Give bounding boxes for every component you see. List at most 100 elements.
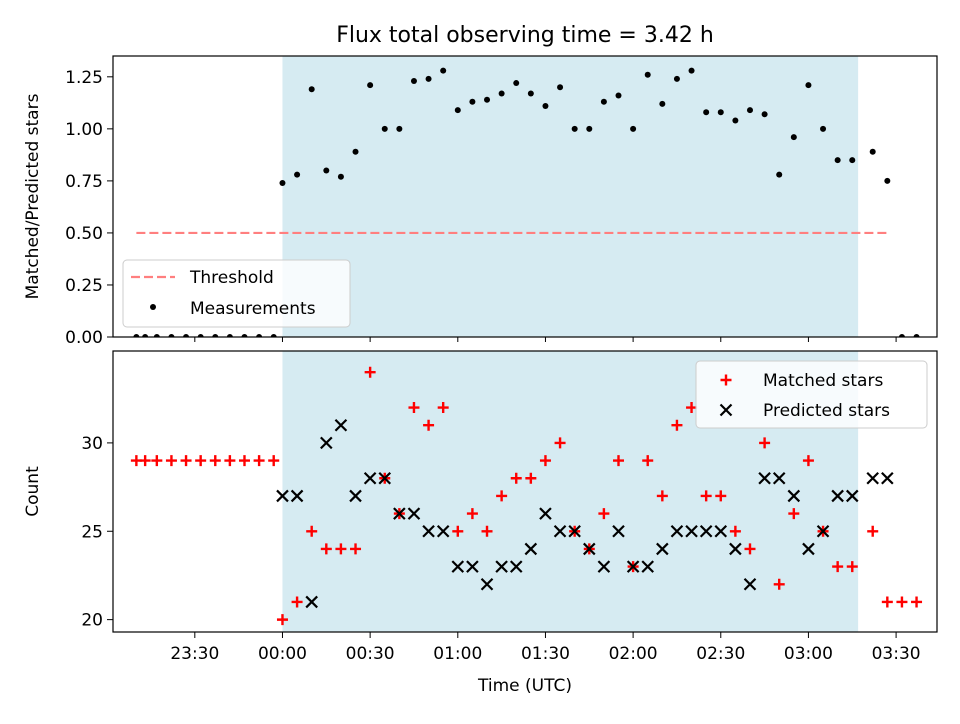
predicted-star-point [758, 471, 771, 485]
matched-star-point [744, 543, 756, 555]
predicted-star-point [553, 524, 567, 538]
legend-measurements-swatch [150, 304, 156, 310]
legend-measurements-label: Measurements [190, 299, 316, 319]
predicted-star-point [378, 471, 392, 485]
measurement-point [337, 173, 344, 180]
bottom-legend: Matched stars Predicted stars [695, 360, 928, 429]
predicted-star-point [276, 489, 289, 503]
top-legend-box [122, 259, 351, 328]
bottom-ytick-label: 20 [81, 611, 103, 631]
matched-star-point [335, 543, 347, 555]
predicted-star-point [524, 542, 538, 556]
matched-star-point [496, 490, 508, 502]
matched-star-point [452, 525, 464, 537]
matched-star-point [802, 455, 814, 467]
matched-star-point [481, 525, 493, 537]
measurement-point [168, 334, 175, 337]
matched-star-point [867, 525, 879, 537]
measurement-point [498, 90, 505, 97]
predicted-star-point [802, 542, 815, 556]
matched-star-point [165, 455, 177, 467]
predicted-star-point [699, 524, 713, 538]
measurement-point [913, 334, 920, 337]
legend-matched-swatch [720, 374, 732, 386]
matched-star-point [350, 543, 362, 555]
matched-star-point [224, 455, 236, 467]
matched-star-point [642, 455, 654, 467]
matched-star-point [911, 596, 923, 608]
measurement-point [542, 102, 549, 109]
predicted-star-point [597, 560, 611, 573]
measurement-point [805, 82, 812, 89]
measurement-point [659, 100, 666, 107]
top-plot-area [133, 56, 920, 337]
matched-star-point [759, 437, 771, 449]
top-ylabel: Matched/Predicted stars [23, 93, 43, 299]
top-legend: Threshold Measurements [122, 259, 351, 328]
predicted-star-point [583, 542, 596, 556]
predicted-star-point [495, 560, 508, 573]
matched-star-point [364, 366, 376, 378]
measurement-point [557, 84, 564, 91]
predicted-star-point [881, 471, 894, 485]
measurement-point [834, 157, 841, 164]
matched-star-point [656, 490, 668, 502]
matched-star-point [788, 508, 800, 520]
measurement-point [820, 125, 827, 132]
predicted-star-point [816, 524, 830, 538]
measurement-point [688, 67, 695, 74]
bottom-legend-box [695, 360, 928, 429]
measurement-point [367, 82, 374, 89]
measurement-point [241, 334, 248, 337]
bottom-xtick-label: 00:30 [346, 644, 395, 664]
predicted-star-point [363, 471, 377, 485]
bottom-ytick-label: 30 [81, 434, 103, 454]
predicted-star-point [509, 560, 523, 573]
measurement-point [153, 334, 160, 337]
legend-matched-label: Matched stars [763, 371, 883, 391]
bottom-xtick-label: 03:00 [784, 644, 833, 664]
measurement-point [898, 334, 905, 337]
predicted-star-point [422, 524, 435, 538]
measurement-point [586, 125, 593, 132]
matched-star-point [729, 525, 741, 537]
matched-star-point [613, 455, 625, 467]
measurement-point [425, 75, 432, 82]
measurement-point [410, 77, 417, 84]
measurement-point [484, 96, 491, 103]
measurement-point [527, 90, 534, 97]
top-ytick-label: 0.25 [65, 276, 103, 296]
matched-star-point [437, 402, 449, 414]
bottom-xtick-label: 23:30 [170, 644, 219, 664]
measurement-point [849, 157, 856, 164]
matched-star-point [320, 543, 332, 555]
measurement-point [454, 107, 461, 114]
measurement-point [323, 167, 330, 174]
legend-predicted-label: Predicted stars [763, 401, 890, 421]
matched-star-point [598, 508, 610, 520]
matched-star-point [238, 455, 250, 467]
top-ytick-label: 0.75 [65, 172, 103, 192]
matched-star-point [510, 472, 522, 484]
matched-star-point [686, 402, 698, 414]
predicted-star-point [612, 524, 625, 538]
measurement-point [513, 80, 520, 87]
measurement-point [571, 125, 578, 132]
predicted-star-point [539, 507, 552, 520]
measurement-point [600, 98, 607, 105]
matched-star-point [671, 419, 683, 431]
predicted-star-point [568, 524, 581, 538]
top-ytick-label: 0.50 [65, 224, 103, 244]
measurement-point [884, 177, 891, 184]
predicted-star-point [349, 489, 362, 503]
top-observing-band [282, 56, 859, 337]
matched-star-point [180, 455, 192, 467]
matched-star-point [525, 472, 537, 484]
matched-star-point [151, 455, 163, 467]
bottom-axes-frame [112, 350, 938, 633]
measurement-point [396, 125, 403, 132]
top-axes-frame [112, 55, 938, 338]
measurement-point [469, 98, 476, 105]
matched-star-point [209, 455, 221, 467]
